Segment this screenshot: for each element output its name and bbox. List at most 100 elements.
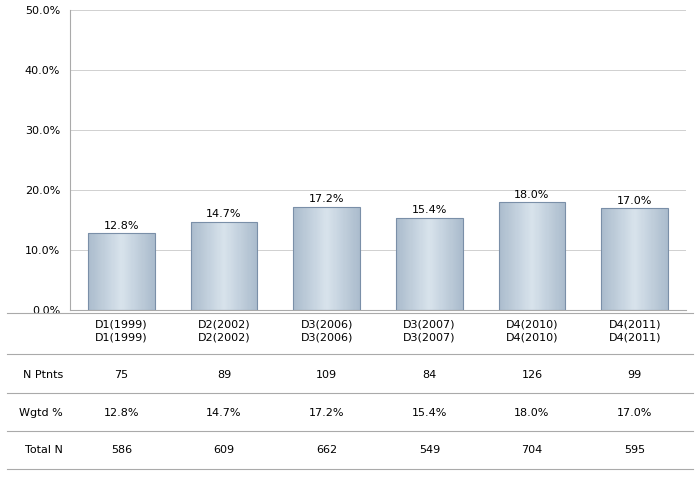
- Text: N Ptnts: N Ptnts: [23, 370, 63, 380]
- Bar: [459, 218, 461, 310]
- Bar: [303, 207, 304, 310]
- Text: 14.7%: 14.7%: [206, 408, 242, 418]
- Bar: [519, 202, 520, 310]
- Bar: [94, 233, 96, 310]
- Text: 15.4%: 15.4%: [412, 408, 447, 418]
- Bar: [124, 233, 125, 310]
- Bar: [445, 218, 446, 310]
- Bar: [438, 218, 440, 310]
- Text: 662: 662: [316, 445, 337, 455]
- Bar: [521, 202, 522, 310]
- Bar: [343, 207, 344, 310]
- Bar: [146, 233, 147, 310]
- Bar: [414, 218, 415, 310]
- Bar: [330, 207, 331, 310]
- Bar: [536, 202, 537, 310]
- Bar: [617, 208, 618, 310]
- Bar: [332, 207, 333, 310]
- Bar: [559, 202, 560, 310]
- Bar: [665, 208, 666, 310]
- Bar: [638, 208, 639, 310]
- Bar: [448, 218, 449, 310]
- Bar: [190, 222, 258, 310]
- Bar: [416, 218, 417, 310]
- Bar: [631, 208, 633, 310]
- Bar: [504, 202, 505, 310]
- Bar: [316, 207, 318, 310]
- Bar: [511, 202, 512, 310]
- Bar: [94, 233, 95, 310]
- Bar: [612, 208, 614, 310]
- Bar: [636, 208, 637, 310]
- Bar: [324, 207, 326, 310]
- Text: 18.0%: 18.0%: [514, 408, 550, 418]
- Bar: [525, 202, 526, 310]
- Bar: [415, 218, 416, 310]
- Text: 109: 109: [316, 370, 337, 380]
- Bar: [120, 233, 121, 310]
- Bar: [354, 207, 356, 310]
- Bar: [405, 218, 406, 310]
- Bar: [132, 233, 134, 310]
- Bar: [346, 207, 348, 310]
- Bar: [338, 207, 339, 310]
- Bar: [639, 208, 640, 310]
- Bar: [432, 218, 433, 310]
- Bar: [616, 208, 617, 310]
- Bar: [446, 218, 447, 310]
- Bar: [524, 202, 526, 310]
- Bar: [256, 222, 258, 310]
- Bar: [314, 207, 316, 310]
- Bar: [215, 222, 216, 310]
- Bar: [224, 222, 225, 310]
- Bar: [549, 202, 550, 310]
- Text: 14.7%: 14.7%: [206, 210, 242, 220]
- Bar: [235, 222, 237, 310]
- Bar: [349, 207, 350, 310]
- Bar: [223, 222, 224, 310]
- Bar: [553, 202, 554, 310]
- Bar: [649, 208, 650, 310]
- Bar: [96, 233, 97, 310]
- Bar: [508, 202, 509, 310]
- Bar: [233, 222, 234, 310]
- Bar: [399, 218, 400, 310]
- Bar: [241, 222, 243, 310]
- Bar: [312, 207, 314, 310]
- Bar: [461, 218, 463, 310]
- Bar: [453, 218, 454, 310]
- Bar: [293, 207, 360, 310]
- Bar: [117, 233, 118, 310]
- Bar: [629, 208, 630, 310]
- Bar: [111, 233, 113, 310]
- Bar: [209, 222, 211, 310]
- Bar: [434, 218, 435, 310]
- Bar: [127, 233, 128, 310]
- Bar: [523, 202, 524, 310]
- Bar: [248, 222, 250, 310]
- Bar: [406, 218, 407, 310]
- Bar: [147, 233, 148, 310]
- Bar: [558, 202, 559, 310]
- Bar: [502, 202, 503, 310]
- Bar: [125, 233, 126, 310]
- Bar: [134, 233, 135, 310]
- Bar: [611, 208, 612, 310]
- Bar: [90, 233, 92, 310]
- Bar: [247, 222, 248, 310]
- Bar: [634, 208, 635, 310]
- Bar: [513, 202, 514, 310]
- Bar: [318, 207, 319, 310]
- Bar: [195, 222, 196, 310]
- Text: Wgtd %: Wgtd %: [20, 408, 63, 418]
- Bar: [137, 233, 138, 310]
- Bar: [667, 208, 668, 310]
- Bar: [300, 207, 301, 310]
- Bar: [542, 202, 543, 310]
- Bar: [528, 202, 530, 310]
- Bar: [628, 208, 629, 310]
- Bar: [232, 222, 233, 310]
- Bar: [541, 202, 542, 310]
- Bar: [128, 233, 130, 310]
- Bar: [624, 208, 625, 310]
